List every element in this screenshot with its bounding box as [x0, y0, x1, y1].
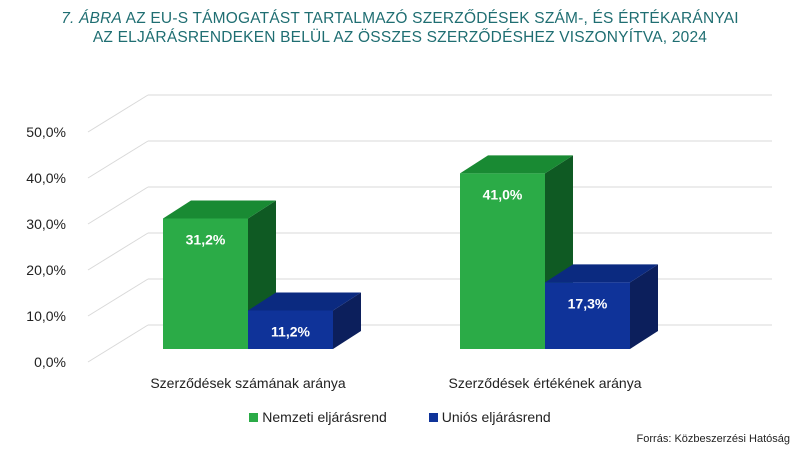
- data-label-national: 41,0%: [483, 186, 523, 202]
- bar-eu: [545, 282, 630, 349]
- bar-top-eu: [545, 264, 658, 283]
- bar-top-eu: [248, 292, 361, 311]
- y-tick-label: 20,0%: [26, 262, 66, 278]
- gridline-depth: [87, 278, 149, 317]
- gridline-depth: [87, 186, 149, 225]
- gridline-depth: [87, 232, 149, 271]
- legend: Nemzeti eljárásrend Uniós eljárásrend: [0, 409, 800, 425]
- x-category-label: Szerződések számának aránya: [150, 375, 346, 391]
- bar-side-eu: [333, 292, 361, 349]
- title-text-1: AZ EU-S TÁMOGATÁST TARTALMAZÓ SZERZŐDÉSE…: [122, 10, 739, 27]
- gridline-depth: [87, 94, 149, 133]
- data-label-eu: 17,3%: [568, 295, 608, 311]
- legend-swatch-eu: [428, 412, 438, 422]
- legend-swatch-national: [249, 412, 259, 422]
- bar-top-national: [460, 155, 573, 174]
- chart-title: 7. ÁBRA AZ EU-S TÁMOGATÁST TARTALMAZÓ SZ…: [0, 9, 800, 47]
- legend-label-national: Nemzeti eljárásrend: [262, 409, 387, 425]
- bar-national: [163, 218, 248, 349]
- x-category-label: Szerződések értékének aránya: [449, 375, 642, 391]
- y-tick-label: 50,0%: [26, 124, 66, 140]
- y-tick-label: 30,0%: [26, 216, 66, 232]
- bar-top-national: [163, 200, 276, 219]
- data-label-national: 31,2%: [186, 231, 226, 247]
- y-tick-label: 10,0%: [26, 308, 66, 324]
- gridline-depth: [87, 140, 149, 179]
- legend-item-eu: Uniós eljárásrend: [428, 409, 551, 425]
- source-note: Forrás: Közbeszerzési Hatóság: [636, 433, 790, 445]
- bar-national: [460, 173, 545, 349]
- title-line-1: 7. ÁBRA AZ EU-S TÁMOGATÁST TARTALMAZÓ SZ…: [0, 9, 800, 28]
- data-label-eu: 11,2%: [271, 323, 310, 339]
- y-tick-label: 0,0%: [34, 354, 66, 370]
- figure-number: 7. ÁBRA: [61, 10, 123, 27]
- title-line-2: AZ ELJÁRÁSRENDEKEN BELÜL AZ ÖSSZES SZERZ…: [92, 29, 708, 46]
- legend-item-national: Nemzeti eljárásrend: [249, 409, 387, 425]
- gridline-depth: [87, 324, 149, 363]
- bar-side-eu: [630, 264, 658, 349]
- y-tick-label: 40,0%: [26, 170, 66, 186]
- legend-label-eu: Uniós eljárásrend: [441, 409, 551, 425]
- bar-eu: [248, 310, 333, 349]
